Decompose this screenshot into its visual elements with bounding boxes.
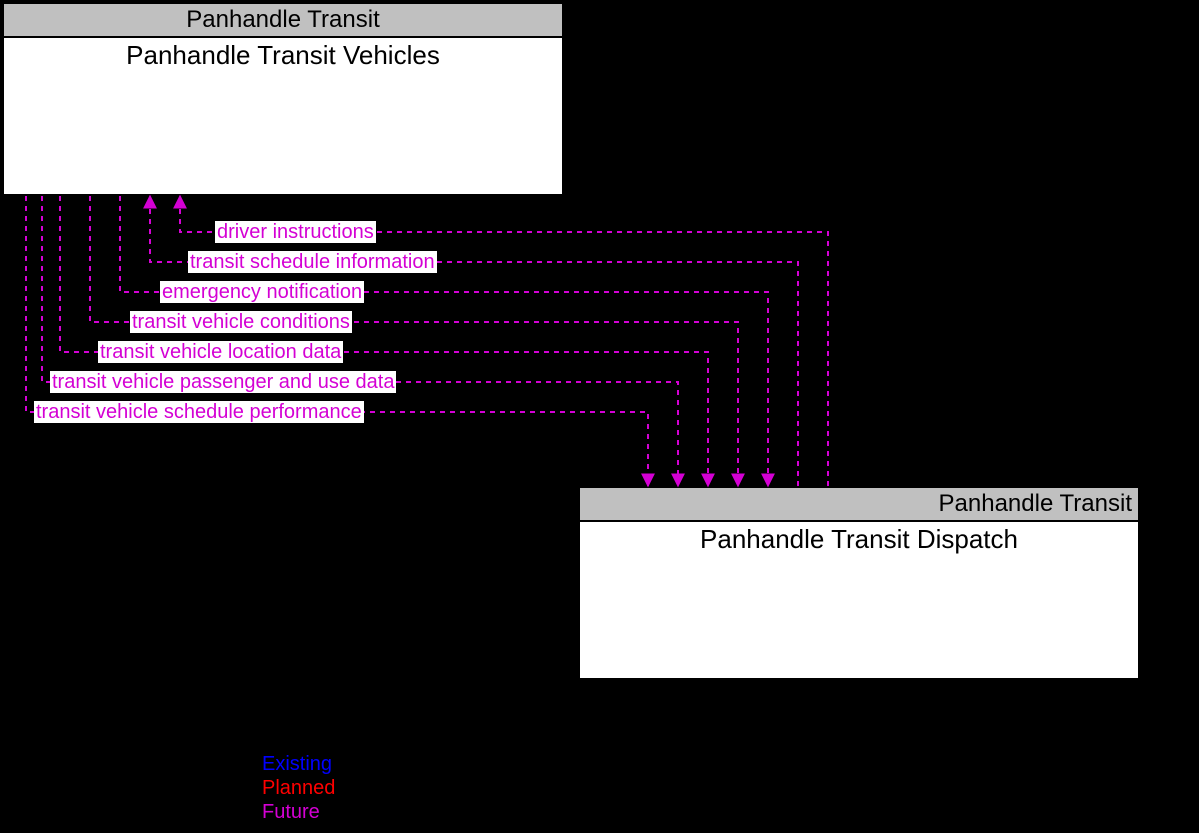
flow-label: transit vehicle location data xyxy=(98,341,343,363)
flow-label: transit vehicle conditions xyxy=(130,311,352,333)
legend-row-planned: Planned xyxy=(2,776,335,800)
box-vehicles: Panhandle Transit Panhandle Transit Vehi… xyxy=(2,2,564,196)
legend-label-existing: Existing xyxy=(262,753,332,776)
flow-label: transit vehicle passenger and use data xyxy=(50,371,396,393)
flow-label: emergency notification xyxy=(160,281,364,303)
flow-label: transit schedule information xyxy=(188,251,437,273)
legend-label-planned: Planned xyxy=(262,777,335,800)
legend: Existing Planned Future xyxy=(2,752,335,824)
box-vehicles-title: Panhandle Transit Vehicles xyxy=(4,38,562,73)
legend-row-existing: Existing xyxy=(2,752,335,776)
flow-label: transit vehicle schedule performance xyxy=(34,401,364,423)
box-dispatch: Panhandle Transit Panhandle Transit Disp… xyxy=(578,486,1140,680)
legend-label-future: Future xyxy=(262,801,320,824)
legend-row-future: Future xyxy=(2,800,335,824)
box-dispatch-title: Panhandle Transit Dispatch xyxy=(580,522,1138,557)
flow-label: driver instructions xyxy=(215,221,376,243)
box-vehicles-header: Panhandle Transit xyxy=(4,4,562,38)
box-dispatch-header: Panhandle Transit xyxy=(580,488,1138,522)
